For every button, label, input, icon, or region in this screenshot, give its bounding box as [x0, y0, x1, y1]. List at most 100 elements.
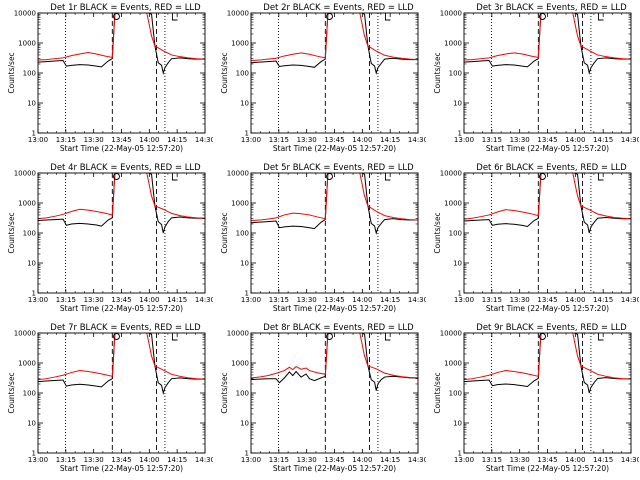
- y-tick-label: 1000: [444, 360, 462, 368]
- series-line-lld: [464, 173, 631, 220]
- x-tick-label: 13:30: [510, 136, 530, 144]
- y-tick-label: 1: [245, 450, 249, 458]
- plot-frame: [463, 172, 632, 294]
- x-tick-label: 13:00: [454, 456, 474, 464]
- chart-svg: Det 3r BLACK = Events, RED = LLD 1 10 100 10…: [433, 3, 639, 153]
- x-tick-label: 13:30: [510, 456, 530, 464]
- x-tick-label: 14:15: [380, 296, 400, 304]
- chart-title: Det 8r BLACK = Events, RED = LLD: [263, 323, 414, 333]
- plot-frame: [37, 12, 206, 134]
- series-line-events: [38, 333, 205, 395]
- y-axis-label: Counts/sec: [220, 372, 229, 413]
- bracket-marker: [597, 13, 604, 21]
- x-tick-label: 14:30: [408, 136, 426, 144]
- circle-marker: [326, 333, 333, 340]
- y-tick-label: 1: [458, 130, 462, 138]
- x-tick-label: 13:30: [297, 296, 317, 304]
- y-tick-label: 10: [453, 420, 462, 428]
- chart-panel-9: Det 9r BLACK = Events, RED = LLD 1 10 100 10…: [426, 320, 639, 480]
- x-tick-label: 13:00: [28, 136, 48, 144]
- y-tick-label: 10: [240, 100, 249, 108]
- y-tick-label: 1000: [18, 200, 36, 208]
- bracket-marker: [597, 173, 604, 181]
- x-tick-label: 13:30: [297, 136, 317, 144]
- y-tick-label: 10000: [227, 170, 249, 178]
- x-axis-label: Start Time (22-May-05 12:57:20): [60, 144, 183, 153]
- y-tick-label: 1000: [231, 200, 249, 208]
- y-axis-label: Counts/sec: [433, 212, 442, 253]
- y-tick-label: 10000: [227, 10, 249, 18]
- chart-svg: Det 2r BLACK = Events, RED = LLD 1 10 100 10…: [220, 3, 426, 153]
- y-tick-label: 10000: [14, 330, 36, 338]
- plot-frame: [250, 332, 419, 454]
- chart-title: Det 1r BLACK = Events, RED = LLD: [50, 3, 201, 13]
- x-tick-label: 13:00: [241, 296, 261, 304]
- x-tick-label: 13:00: [28, 456, 48, 464]
- y-tick-label: 10000: [14, 170, 36, 178]
- y-tick-label: 100: [449, 390, 462, 398]
- x-tick-label: 14:00: [565, 136, 585, 144]
- x-axis-label: Start Time (22-May-05 12:57:20): [60, 464, 183, 473]
- y-tick-label: 1: [458, 290, 462, 298]
- series-line-events: [251, 13, 418, 75]
- x-tick-label: 13:30: [84, 456, 104, 464]
- circle-marker: [326, 173, 333, 180]
- series-line-events: [38, 13, 205, 75]
- x-tick-label: 14:30: [195, 296, 213, 304]
- x-tick-label: 14:15: [593, 296, 613, 304]
- y-tick-label: 1000: [18, 360, 36, 368]
- chart-svg: Det 5r BLACK = Events, RED = LLD 1 10 100 10…: [220, 163, 426, 313]
- series-line-lld: [38, 13, 205, 61]
- y-tick-label: 100: [23, 230, 36, 238]
- y-tick-label: 100: [23, 70, 36, 78]
- series-line-lld: [464, 13, 631, 61]
- series-line-lld: [251, 13, 418, 62]
- plot-frame: [37, 172, 206, 294]
- y-tick-label: 100: [236, 390, 249, 398]
- x-axis-label: Start Time (22-May-05 12:57:20): [486, 144, 609, 153]
- y-axis-label: Counts/sec: [433, 52, 442, 93]
- y-tick-label: 1: [245, 130, 249, 138]
- x-tick-label: 13:45: [111, 296, 131, 304]
- series-line-events: [251, 173, 418, 235]
- x-tick-label: 14:30: [408, 456, 426, 464]
- x-axis-label: Start Time (22-May-05 12:57:20): [486, 304, 609, 313]
- circle-marker: [113, 173, 120, 180]
- y-tick-label: 10: [453, 100, 462, 108]
- x-tick-label: 13:45: [111, 456, 131, 464]
- x-tick-label: 14:30: [621, 136, 639, 144]
- x-tick-label: 14:00: [565, 296, 585, 304]
- chart-panel-7: Det 7r BLACK = Events, RED = LLD 1 10 100 10…: [0, 320, 213, 480]
- y-tick-label: 100: [236, 70, 249, 78]
- y-axis-label: Counts/sec: [220, 52, 229, 93]
- x-tick-label: 14:00: [352, 456, 372, 464]
- x-tick-label: 13:30: [84, 136, 104, 144]
- x-tick-label: 14:15: [380, 456, 400, 464]
- y-tick-label: 100: [449, 70, 462, 78]
- y-tick-label: 1000: [444, 40, 462, 48]
- x-axis-label: Start Time (22-May-05 12:57:20): [60, 304, 183, 313]
- x-tick-label: 14:15: [380, 136, 400, 144]
- x-tick-label: 13:30: [510, 296, 530, 304]
- x-tick-label: 13:00: [28, 296, 48, 304]
- plot-frame: [463, 12, 632, 134]
- y-tick-label: 10000: [14, 10, 36, 18]
- bracket-marker: [171, 173, 178, 181]
- x-tick-label: 14:00: [352, 296, 372, 304]
- x-tick-label: 14:15: [167, 456, 187, 464]
- x-axis-label: Start Time (22-May-05 12:57:20): [273, 304, 396, 313]
- x-tick-label: 13:15: [269, 136, 289, 144]
- y-tick-label: 100: [449, 230, 462, 238]
- x-tick-label: 14:00: [352, 136, 372, 144]
- chart-title: Det 9r BLACK = Events, RED = LLD: [476, 323, 627, 333]
- chart-panel-6: Det 6r BLACK = Events, RED = LLD 1 10 100 10…: [426, 160, 639, 320]
- series-line-lld: [251, 173, 418, 222]
- chart-title: Det 4r BLACK = Events, RED = LLD: [50, 163, 201, 173]
- plot-frame: [250, 172, 419, 294]
- x-tick-label: 13:00: [241, 136, 261, 144]
- x-tick-label: 13:15: [56, 296, 76, 304]
- y-tick-label: 1000: [444, 200, 462, 208]
- circle-marker: [113, 333, 120, 340]
- y-tick-label: 10: [27, 100, 36, 108]
